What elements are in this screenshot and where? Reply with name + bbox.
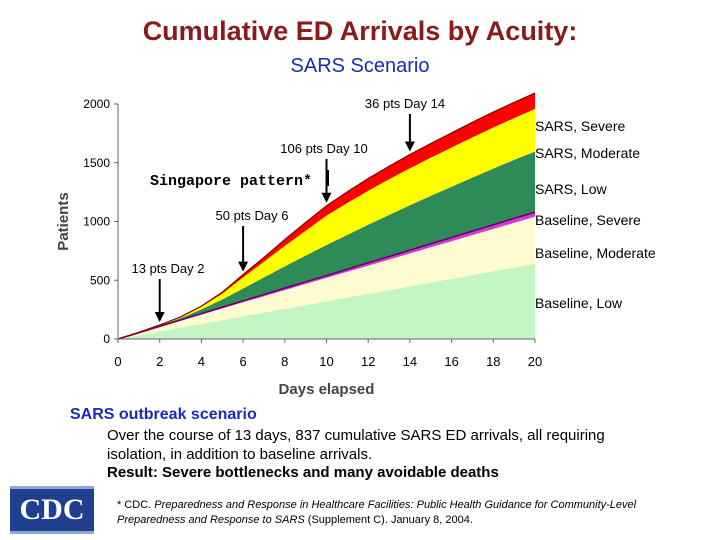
x-tick-label-2: 4 [198, 354, 205, 369]
area-chart: 0 500 1000 1500 2000 0 2 4 6 8 10 12 14 16 18 20 Days el… [55, 92, 656, 398]
legend-label-4: Baseline, Moderate [535, 245, 656, 261]
annotation-singapore-pattern: Singapore pattern* [150, 173, 312, 190]
x-tick-label-1: 2 [156, 354, 163, 369]
notes-result: Result: Severe bottlenecks and many avoi… [107, 464, 499, 481]
footnote-suffix: (Supplement C). January 8, 2004. [307, 514, 473, 526]
x-tick-label-9: 18 [486, 354, 500, 369]
notes-body: Over the course of 13 days, 837 cumulati… [107, 427, 605, 463]
legend-label-5: Baseline, Low [535, 295, 623, 311]
footnote-prefix: * CDC. [117, 499, 152, 511]
legend-label-0: SARS, Severe [535, 118, 625, 134]
series-area-3 [118, 151, 535, 339]
slide-subtitle: SARS Scenario [290, 55, 430, 77]
annotation-arrowhead-0 [404, 141, 415, 152]
annotation-label-3: 13 pts Day 2 [132, 261, 205, 276]
x-tick-label-10: 20 [528, 354, 542, 369]
x-tick-label-3: 6 [239, 354, 246, 369]
y-tick-label-3: 1500 [83, 156, 110, 170]
series-area-5 [118, 93, 535, 339]
footnote: * CDC. Preparedness and Response in Heal… [117, 498, 677, 528]
cdc-logo: CDC [10, 486, 94, 534]
annotation-arrowhead-2 [238, 261, 249, 272]
x-axis-label: Days elapsed [279, 381, 375, 398]
footnote-document: Preparedness and Response in Healthcare … [117, 499, 637, 526]
annotation-label-1: 106 pts Day 10 [280, 141, 367, 156]
annotation-label-0: 36 pts Day 14 [365, 96, 445, 111]
notes-heading: SARS outbreak scenario [70, 406, 257, 423]
baseline-total-line [117, 211, 536, 340]
annotation-label-2: 50 pts Day 6 [216, 208, 289, 223]
x-tick-label-0: 0 [114, 354, 121, 369]
y-tick-label-4: 2000 [83, 97, 110, 111]
annotation-arrowhead-1 [321, 192, 332, 203]
x-tick-label-8: 16 [444, 354, 458, 369]
annotation-bg-0 [357, 95, 453, 112]
y-axis-label: Patients [55, 192, 72, 250]
slide-title: Cumulative ED Arrivals by Acuity: [142, 16, 578, 46]
series-area-4 [118, 108, 535, 340]
y-tick-label-2: 1000 [83, 215, 110, 229]
annotation-arrowhead-3 [154, 312, 165, 323]
x-tick-label-4: 8 [281, 354, 288, 369]
y-tick-label-0: 0 [103, 332, 110, 346]
legend-label-3: Baseline, Severe [535, 212, 641, 228]
x-tick-label-7: 14 [403, 354, 417, 369]
total-line [117, 92, 536, 340]
legend-label-1: SARS, Moderate [535, 145, 640, 161]
x-tick-label-5: 10 [319, 354, 333, 369]
y-tick-label-1: 500 [90, 273, 110, 287]
legend-label-2: SARS, Low [535, 181, 607, 197]
x-tick-label-6: 12 [361, 354, 375, 369]
